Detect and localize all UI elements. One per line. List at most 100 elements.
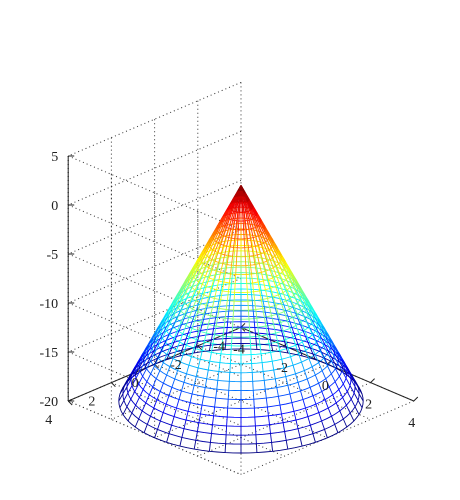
mesh-radial-segment (191, 385, 195, 395)
mesh-radial-segment (200, 251, 206, 260)
mesh-radial-segment (287, 347, 292, 357)
mesh-radial-segment (138, 353, 143, 361)
mesh-radial-segment (212, 328, 215, 335)
mesh-radial-segment (216, 280, 220, 290)
mesh-radial-segment (248, 220, 252, 229)
mesh-radial-segment (345, 377, 351, 386)
mesh-radial-segment (251, 224, 254, 231)
mesh-radial-segment (285, 440, 289, 450)
mesh-radial-segment (200, 294, 205, 304)
mesh-radial-segment (126, 398, 132, 408)
mesh-radial-segment (154, 429, 158, 438)
mesh-radial-segment (226, 218, 230, 228)
mesh-radial-segment (289, 298, 295, 307)
mesh-radial-segment (203, 266, 207, 273)
mesh-radial-segment (271, 361, 275, 371)
mesh-radial-segment (217, 308, 220, 318)
mesh-radial-segment (196, 259, 201, 268)
mesh-radial-segment (153, 344, 158, 352)
mesh-radial-segment (233, 292, 236, 302)
mesh-radial-segment (269, 334, 271, 340)
mesh-radial-segment (307, 338, 312, 347)
mesh-radial-segment (297, 428, 301, 438)
mesh-radial-segment (220, 245, 225, 255)
mesh-radial-segment (208, 254, 212, 262)
mesh-radial-segment (295, 325, 300, 334)
mesh-radial-segment (228, 213, 232, 220)
mesh-radial-segment (243, 201, 246, 208)
mesh-radial-segment (259, 234, 265, 244)
mesh-radial-segment (282, 292, 287, 301)
mesh-radial-segment (265, 317, 268, 324)
mesh-radial-segment (123, 392, 129, 401)
mesh-radial-segment (293, 281, 298, 290)
mesh-radial-segment (200, 262, 205, 269)
mesh-radial-segment (234, 240, 237, 246)
mesh-radial-segment (325, 378, 330, 387)
mesh-radial-segment (210, 343, 214, 353)
mesh-radial-segment (277, 294, 282, 304)
mesh-radial-segment (231, 213, 234, 220)
mesh-radial-segment (267, 279, 272, 289)
mesh-radial-segment (180, 282, 185, 291)
mesh-radial-segment (203, 286, 207, 295)
mesh-radial-segment (297, 288, 302, 297)
mesh-radial-segment (309, 311, 315, 320)
mesh-radial-segment (259, 284, 262, 291)
mesh-radial-segment (262, 263, 265, 270)
mesh-radial-segment (256, 230, 260, 237)
mesh-radial-segment (269, 259, 274, 268)
mesh-radial-segment (141, 402, 147, 412)
mesh-radial-segment (226, 327, 228, 334)
mesh-radial-segment (228, 240, 231, 247)
mesh-radial-segment (350, 398, 356, 408)
mesh-radial-segment (198, 322, 202, 332)
mesh-radial-segment (163, 317, 168, 325)
back-wall-grid-line (68, 400, 242, 476)
mesh-radial-segment (169, 299, 175, 307)
mesh-radial-segment (312, 334, 317, 343)
mesh-radial-segment (215, 262, 220, 272)
mesh-radial-segment (238, 196, 241, 202)
mesh-radial-segment (271, 345, 274, 351)
mesh-radial-segment (303, 316, 308, 323)
mesh-radial-segment (220, 252, 223, 259)
mesh-radial-segment (216, 380, 219, 390)
mesh-radial-segment (267, 298, 270, 308)
mesh-radial-segment (255, 434, 257, 444)
mesh-radial-segment (250, 209, 255, 219)
mesh-radial-segment (130, 372, 136, 380)
mesh-radial-segment (162, 354, 168, 363)
mesh-radial-segment (171, 342, 175, 349)
mesh-radial-segment (242, 220, 245, 230)
mesh-radial-segment (228, 372, 231, 382)
mesh-radial-segment (195, 257, 201, 265)
mesh-radial-segment (163, 314, 169, 323)
side-wall-grid-line (68, 277, 242, 353)
mesh-radial-segment (166, 311, 171, 319)
mesh-radial-segment (298, 353, 302, 363)
mesh-radial-segment (232, 310, 235, 320)
mesh-radial-segment (297, 285, 303, 294)
mesh-radial-segment (171, 322, 176, 329)
mesh-radial-segment (218, 217, 223, 225)
mesh-radial-segment (218, 257, 222, 264)
mesh-radial-segment (263, 306, 266, 313)
y-tick-mark (67, 400, 73, 406)
mesh-radial-segment (210, 230, 216, 238)
mesh-radial-segment (201, 287, 205, 294)
mesh-radial-segment (119, 400, 125, 409)
mesh-radial-segment (233, 250, 236, 257)
z-tick-label: 0 (51, 199, 58, 214)
mesh-radial-segment (181, 428, 185, 438)
mesh-radial-segment (146, 360, 151, 369)
mesh-radial-segment (271, 315, 275, 325)
mesh-radial-segment (238, 203, 241, 213)
mesh-radial-segment (339, 410, 344, 420)
mesh-radial-segment (159, 324, 164, 331)
mesh-radial-segment (264, 253, 268, 260)
mesh-radial-segment (253, 218, 258, 227)
mesh-radial-segment (301, 296, 306, 305)
mesh-radial-segment (315, 330, 321, 339)
mesh-radial-segment (218, 253, 222, 263)
